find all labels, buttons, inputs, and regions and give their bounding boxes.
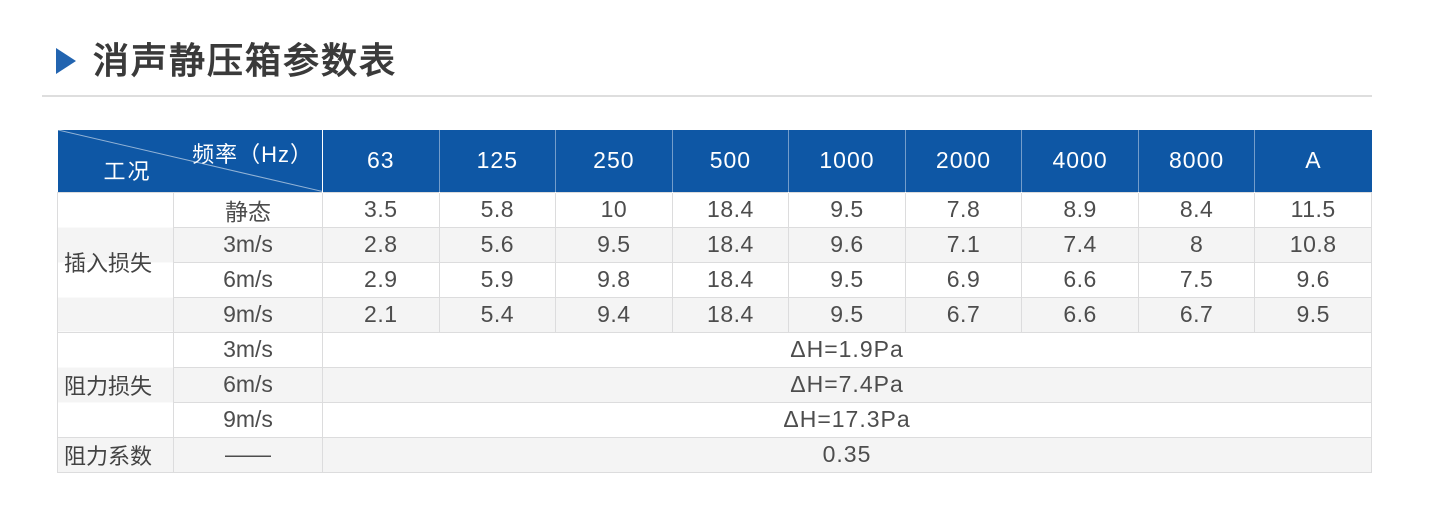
value-cell: 2.9 xyxy=(322,261,440,298)
value-cell: 18.4 xyxy=(671,296,790,333)
condition-cell: 3m/s xyxy=(173,331,323,368)
value-cell: 10 xyxy=(555,191,673,228)
freq-header-500: 500 xyxy=(671,130,789,192)
value-cell: 6.6 xyxy=(1021,261,1139,298)
value-cell: 5.9 xyxy=(438,261,557,298)
condition-cell: 6m/s xyxy=(173,261,323,298)
group-label-resistance-loss: 阻力损失 xyxy=(57,331,174,438)
group-label-resistance-coefficient: 阻力系数 xyxy=(57,436,174,473)
value-cell: 2.8 xyxy=(322,226,440,263)
value-cell: 2.1 xyxy=(322,296,440,333)
table-row: 阻力损失 3m/s ΔH=1.9Pa xyxy=(57,331,1372,438)
merged-value-cell: ΔH=1.9Pa xyxy=(322,331,1372,368)
condition-cell: —— xyxy=(173,436,323,473)
value-cell: 8.9 xyxy=(1021,191,1139,228)
group-label-insertion-loss: 插入损失 xyxy=(57,191,174,333)
freq-header-125: 125 xyxy=(438,130,556,192)
value-cell: 6.7 xyxy=(904,296,1023,333)
value-cell: 10.8 xyxy=(1254,226,1372,263)
value-cell: 7.5 xyxy=(1137,261,1256,298)
value-cell: 9.5 xyxy=(1254,296,1372,333)
merged-value-cell: 0.35 xyxy=(322,436,1372,473)
condition-cell: 9m/s xyxy=(173,401,323,438)
value-cell: 18.4 xyxy=(671,191,790,228)
table-row: 阻力系数 —— 0.35 xyxy=(57,436,1372,473)
freq-header-1000: 1000 xyxy=(788,130,906,192)
value-cell: 9.5 xyxy=(788,191,906,228)
value-cell: 9.5 xyxy=(555,226,673,263)
value-cell: 8.4 xyxy=(1137,191,1256,228)
condition-cell: 3m/s xyxy=(173,226,323,263)
value-cell: 7.8 xyxy=(904,191,1023,228)
table-row: 6m/s 2.9 5.9 9.8 18.4 9.5 6.9 6.6 7.5 9.… xyxy=(57,261,1372,298)
merged-value-cell: ΔH=7.4Pa xyxy=(322,366,1372,403)
value-cell: 9.6 xyxy=(788,226,906,263)
value-cell: 6.7 xyxy=(1137,296,1256,333)
condition-cell: 9m/s xyxy=(173,296,323,333)
corner-label-condition: 工况 xyxy=(103,158,152,184)
freq-header-2000: 2000 xyxy=(904,130,1022,192)
value-cell: 9.5 xyxy=(788,261,906,298)
parameter-table: 频率（Hz） 工况 63 125 250 500 1000 2000 4000 … xyxy=(57,130,1372,473)
page-title: 消声静压箱参数表 xyxy=(93,40,398,81)
value-cell: 5.8 xyxy=(438,191,557,228)
value-cell: 9.6 xyxy=(1254,261,1372,298)
table-row: 9m/s ΔH=17.3Pa xyxy=(57,401,1372,438)
diagonal-divider-line xyxy=(58,130,323,192)
title-divider xyxy=(42,95,1372,97)
table-header-row: 频率（Hz） 工况 63 125 250 500 1000 2000 4000 … xyxy=(57,130,1372,192)
title-arrow-icon xyxy=(56,48,76,74)
table-row: 9m/s 2.1 5.4 9.4 18.4 9.5 6.7 6.6 6.7 9.… xyxy=(57,296,1372,333)
table-row: 6m/s ΔH=7.4Pa xyxy=(57,366,1372,403)
corner-label-frequency: 频率（Hz） xyxy=(192,142,313,167)
value-cell: 5.6 xyxy=(438,226,557,263)
value-cell: 6.6 xyxy=(1021,296,1139,333)
value-cell: 6.9 xyxy=(904,261,1023,298)
merged-value-cell: ΔH=17.3Pa xyxy=(322,401,1372,438)
value-cell: 18.4 xyxy=(671,226,790,263)
freq-header-8000: 8000 xyxy=(1137,130,1255,192)
value-cell: 7.4 xyxy=(1021,226,1139,263)
value-cell: 9.8 xyxy=(555,261,673,298)
table-row: 3m/s 2.8 5.6 9.5 18.4 9.6 7.1 7.4 8 10.8 xyxy=(57,226,1372,263)
table-row: 插入损失 静态 3.5 5.8 10 18.4 9.5 7.8 8.9 8.4 … xyxy=(57,191,1372,333)
condition-cell: 静态 xyxy=(173,191,323,228)
value-cell: 9.4 xyxy=(555,296,673,333)
value-cell: 7.1 xyxy=(904,226,1023,263)
freq-header-a: A xyxy=(1254,130,1372,192)
freq-header-63: 63 xyxy=(322,130,440,192)
freq-header-250: 250 xyxy=(555,130,673,192)
value-cell: 8 xyxy=(1137,226,1256,263)
value-cell: 9.5 xyxy=(788,296,906,333)
value-cell: 11.5 xyxy=(1254,191,1372,228)
freq-header-4000: 4000 xyxy=(1021,130,1139,192)
value-cell: 5.4 xyxy=(438,296,557,333)
condition-cell: 6m/s xyxy=(173,366,323,403)
section-header: 消声静压箱参数表 xyxy=(56,36,397,86)
corner-header-cell: 频率（Hz） 工况 xyxy=(57,130,323,192)
value-cell: 18.4 xyxy=(671,261,790,298)
value-cell: 3.5 xyxy=(322,191,440,228)
